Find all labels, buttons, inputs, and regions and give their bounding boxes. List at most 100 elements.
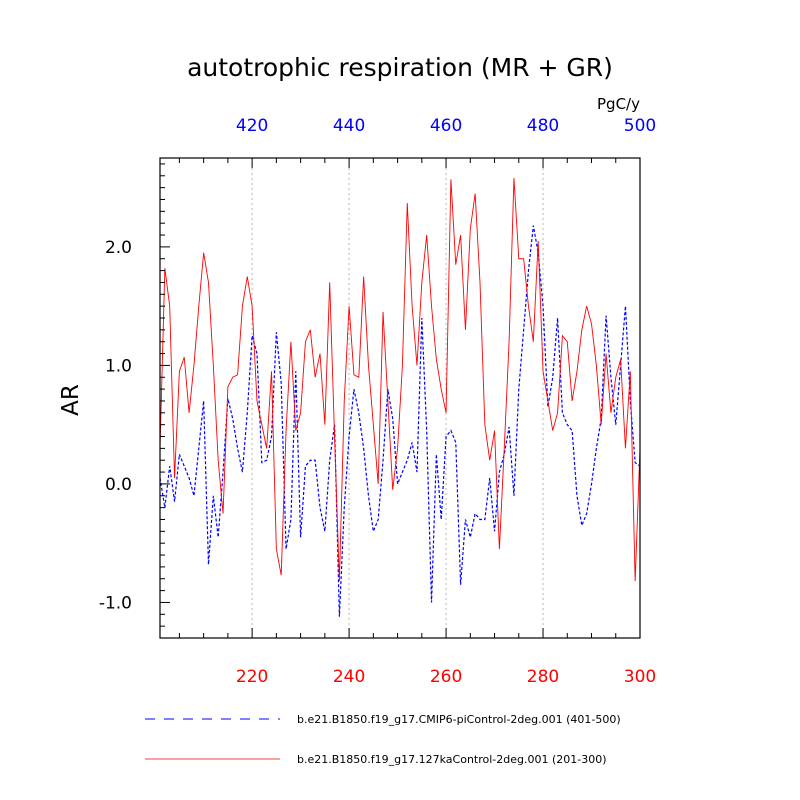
data-point-s0-24 [275,331,278,334]
data-point-s0-94 [614,423,617,426]
data-point-s0-67 [483,518,486,521]
data-point-s0-52 [411,441,414,444]
data-point-s0-22 [265,459,268,462]
data-point-s0-29 [299,536,302,539]
data-point-s0-73 [512,494,515,497]
top-tick-label-500: 500 [624,116,656,136]
axis-ticks [160,158,641,638]
data-point-s0-87 [580,524,583,527]
data-point-s1-57 [435,358,438,361]
data-point-s1-2 [168,305,171,308]
data-point-s0-55 [425,429,428,432]
data-point-s1-45 [377,482,380,485]
data-point-s0-79 [542,305,545,308]
data-point-s1-69 [493,429,496,432]
data-point-s0-27 [289,518,292,521]
units-label: PgC/y [597,95,640,113]
data-point-s0-61 [454,441,457,444]
data-point-s1-85 [571,399,574,402]
data-point-s1-46 [382,311,385,314]
data-point-s1-52 [411,305,414,308]
data-point-s0-70 [498,471,501,474]
data-point-s1-8 [197,305,200,308]
data-point-s0-89 [590,482,593,485]
tick-labels: 220 240 260 280 300 420 440 460 480 500 -1.0 0.0 1.0… [99,116,656,687]
data-point-s1-54 [420,281,423,284]
data-point-s1-9 [202,251,205,254]
data-point-s0-65 [474,512,477,515]
data-point-s0-37 [338,615,341,618]
data-point-s0-3 [173,500,176,503]
data-point-s0-38 [343,506,346,509]
data-point-s0-21 [260,461,263,464]
data-point-s1-32 [314,376,317,379]
data-point-s1-12 [217,459,220,462]
data-point-s1-31 [309,328,312,331]
data-point-s0-32 [314,459,317,462]
data-point-s1-28 [294,429,297,432]
data-point-s0-42 [362,447,365,450]
data-point-s1-78 [537,239,540,242]
data-point-s1-21 [260,423,263,426]
chart-title: autotrophic respiration (MR + GR) [187,53,613,82]
data-point-s0-2 [168,465,171,468]
data-point-s1-48 [391,488,394,491]
data-point-s1-14 [226,385,229,388]
data-point-s1-91 [600,423,603,426]
data-point-s0-6 [188,477,191,480]
data-point-s1-43 [367,364,370,367]
data-point-s1-95 [619,358,622,361]
data-point-s1-1 [163,267,166,270]
data-point-s1-103 [658,366,661,369]
data-point-s0-76 [527,269,530,272]
data-point-s1-77 [532,340,535,343]
data-point-s0-28 [294,370,297,373]
bottom-tick-label-300: 300 [624,667,656,687]
data-point-s0-90 [595,447,598,450]
top-tick-label-460: 460 [430,116,462,136]
top-tick-label-440: 440 [333,116,365,136]
data-point-s1-34 [323,423,326,426]
data-point-s1-51 [406,202,409,205]
data-point-s0-56 [430,601,433,604]
data-point-s0-69 [493,530,496,533]
data-point-s1-49 [396,447,399,450]
data-point-s0-86 [575,494,578,497]
data-point-s0-5 [183,465,186,468]
data-point-s0-41 [357,411,360,414]
data-point-s0-10 [207,563,210,566]
data-point-s1-75 [522,257,525,260]
data-point-s1-102 [653,465,656,468]
data-point-s1-22 [265,447,268,450]
data-point-s1-44 [372,423,375,426]
data-point-s1-13 [222,512,225,515]
data-point-s1-93 [609,411,612,414]
data-point-s0-92 [605,314,608,317]
data-point-s1-20 [255,399,258,402]
data-point-s0-64 [469,536,472,539]
data-point-s1-25 [280,574,283,577]
top-tick-label-480: 480 [527,116,559,136]
data-point-s1-16 [236,373,239,376]
data-point-s1-27 [289,340,292,343]
data-point-s1-67 [483,423,486,426]
data-point-s1-42 [362,275,365,278]
data-point-s1-87 [580,328,583,331]
data-point-s1-24 [275,548,278,551]
data-point-s0-96 [624,305,627,308]
data-point-s0-31 [309,459,312,462]
data-point-s1-89 [590,322,593,325]
data-point-s1-5 [183,356,186,359]
data-point-s0-49 [396,482,399,485]
data-point-s0-74 [517,388,520,391]
data-point-s1-4 [178,370,181,373]
series-0 [160,225,640,618]
top-tick-label-420: 420 [236,116,268,136]
series-line-0 [160,225,640,617]
data-point-s1-64 [469,228,472,231]
data-point-s0-44 [372,530,375,533]
data-point-s0-81 [551,376,554,379]
data-point-s1-35 [328,281,331,284]
data-point-s1-17 [241,305,244,308]
